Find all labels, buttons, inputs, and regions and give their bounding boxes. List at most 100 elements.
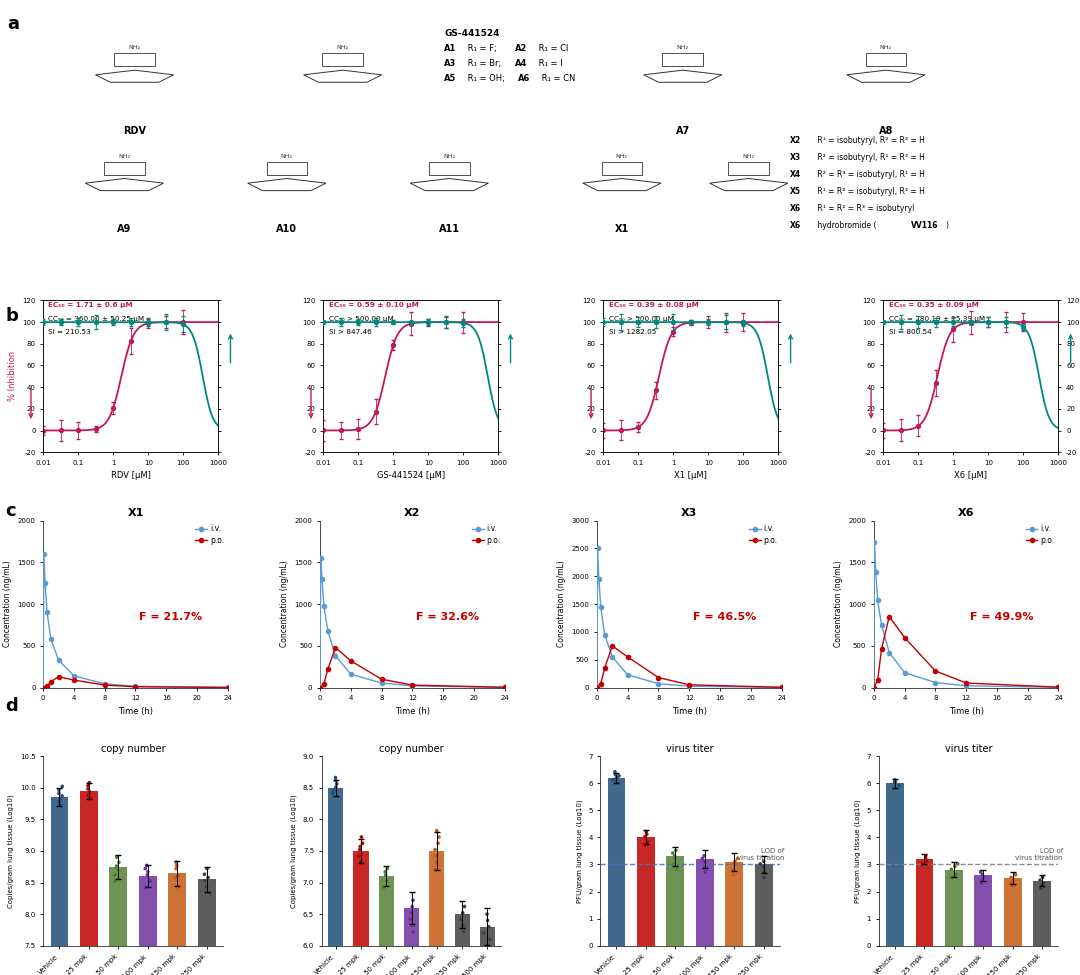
Point — [630, 314, 647, 330]
Y-axis label: Concentration (ng/mL): Concentration (ng/mL) — [834, 561, 842, 647]
Point — [595, 314, 612, 330]
Point — [666, 848, 684, 864]
Point — [756, 864, 773, 879]
Point — [637, 824, 654, 839]
Bar — [139, 877, 157, 975]
Point — [157, 314, 174, 330]
Point — [997, 314, 1014, 330]
Point — [333, 422, 350, 438]
Point — [727, 853, 744, 869]
Point — [175, 314, 192, 330]
Text: R₁ = I: R₁ = I — [536, 59, 563, 68]
Point — [972, 864, 989, 879]
Point — [52, 423, 69, 439]
Point — [384, 314, 402, 330]
Text: A10: A10 — [276, 224, 297, 234]
Text: a: a — [8, 16, 19, 33]
Text: X1: X1 — [615, 224, 629, 234]
Bar — [865, 54, 906, 66]
Text: RDV: RDV — [123, 126, 146, 137]
Point — [683, 315, 700, 331]
Point — [69, 422, 86, 438]
Point — [875, 314, 892, 330]
Text: VV116: VV116 — [912, 220, 939, 230]
Text: A9: A9 — [118, 224, 132, 234]
Y-axis label: PFU/gram lung tissue (Log10): PFU/gram lung tissue (Log10) — [854, 800, 861, 903]
Text: SI = 210.53: SI = 210.53 — [49, 330, 91, 335]
Point — [175, 317, 192, 332]
Point — [980, 314, 997, 330]
Point — [1002, 876, 1020, 891]
Point — [1005, 873, 1023, 888]
Point — [402, 314, 419, 330]
Text: CC₅₀ > 500.00 μM: CC₅₀ > 500.00 μM — [608, 316, 673, 322]
Point — [456, 899, 473, 915]
Title: X1: X1 — [127, 509, 144, 519]
Text: EC₅₀ = 0.35 ± 0.09 μM: EC₅₀ = 0.35 ± 0.09 μM — [889, 302, 978, 308]
Point — [141, 874, 159, 889]
Text: CC₅₀ > 500.00 μM: CC₅₀ > 500.00 μM — [328, 316, 393, 322]
Point — [755, 859, 772, 875]
Point — [167, 854, 185, 870]
Point — [1032, 880, 1050, 896]
Legend: i.v., p.o.: i.v., p.o. — [750, 525, 778, 545]
Point — [170, 867, 187, 882]
Bar — [109, 867, 127, 975]
Point — [109, 861, 126, 877]
Point — [404, 892, 421, 908]
Point — [693, 851, 711, 867]
Point — [420, 314, 437, 330]
Text: A8: A8 — [879, 126, 893, 137]
Point — [402, 912, 419, 927]
Text: X2: X2 — [789, 136, 800, 144]
Point — [944, 870, 961, 885]
Point — [354, 836, 372, 851]
Text: X4: X4 — [789, 170, 800, 178]
Point — [378, 861, 395, 877]
Point — [669, 862, 686, 878]
Point — [1002, 870, 1020, 885]
Point — [51, 786, 68, 801]
Point — [664, 845, 681, 861]
Point — [606, 764, 623, 780]
Point — [199, 861, 216, 877]
Text: SI > 847.46: SI > 847.46 — [328, 330, 372, 335]
Y-axis label: Concentration (ng/mL): Concentration (ng/mL) — [3, 561, 12, 647]
Point — [607, 771, 624, 787]
Point — [945, 322, 962, 337]
Point — [455, 315, 472, 331]
Point — [168, 858, 186, 874]
Point — [700, 314, 717, 330]
Y-axis label: % Inhibition: % Inhibition — [8, 351, 16, 402]
Title: copy number: copy number — [100, 744, 165, 754]
Text: c: c — [5, 502, 16, 520]
Bar — [198, 879, 216, 975]
Point — [201, 885, 218, 901]
Text: R² = isobutyryl, R¹ = R³ = H: R² = isobutyryl, R¹ = R³ = H — [814, 153, 924, 162]
Point — [664, 314, 681, 330]
Bar — [945, 870, 962, 946]
Point — [647, 314, 664, 330]
Bar — [168, 873, 186, 975]
Point — [327, 773, 345, 789]
Text: R₁ = F;: R₁ = F; — [464, 45, 501, 54]
Y-axis label: Concentration (ng/mL): Concentration (ng/mL) — [557, 561, 566, 647]
Text: ): ) — [946, 220, 948, 230]
Point — [106, 874, 123, 889]
Bar — [429, 851, 445, 975]
Point — [107, 867, 124, 882]
Point — [482, 932, 499, 948]
Text: EC₅₀ = 0.59 ± 0.10 μM: EC₅₀ = 0.59 ± 0.10 μM — [328, 302, 418, 308]
Point — [81, 784, 98, 800]
Bar — [886, 783, 904, 946]
Y-axis label: Copies/gram lung tissue (Log10): Copies/gram lung tissue (Log10) — [291, 794, 297, 908]
Point — [108, 849, 125, 865]
Text: F = 32.6%: F = 32.6% — [416, 612, 480, 622]
Point — [696, 848, 713, 864]
Point — [454, 917, 471, 933]
Point — [430, 829, 447, 844]
Point — [428, 854, 445, 870]
Text: A3: A3 — [444, 59, 457, 68]
Point — [752, 856, 769, 872]
Point — [962, 314, 980, 330]
